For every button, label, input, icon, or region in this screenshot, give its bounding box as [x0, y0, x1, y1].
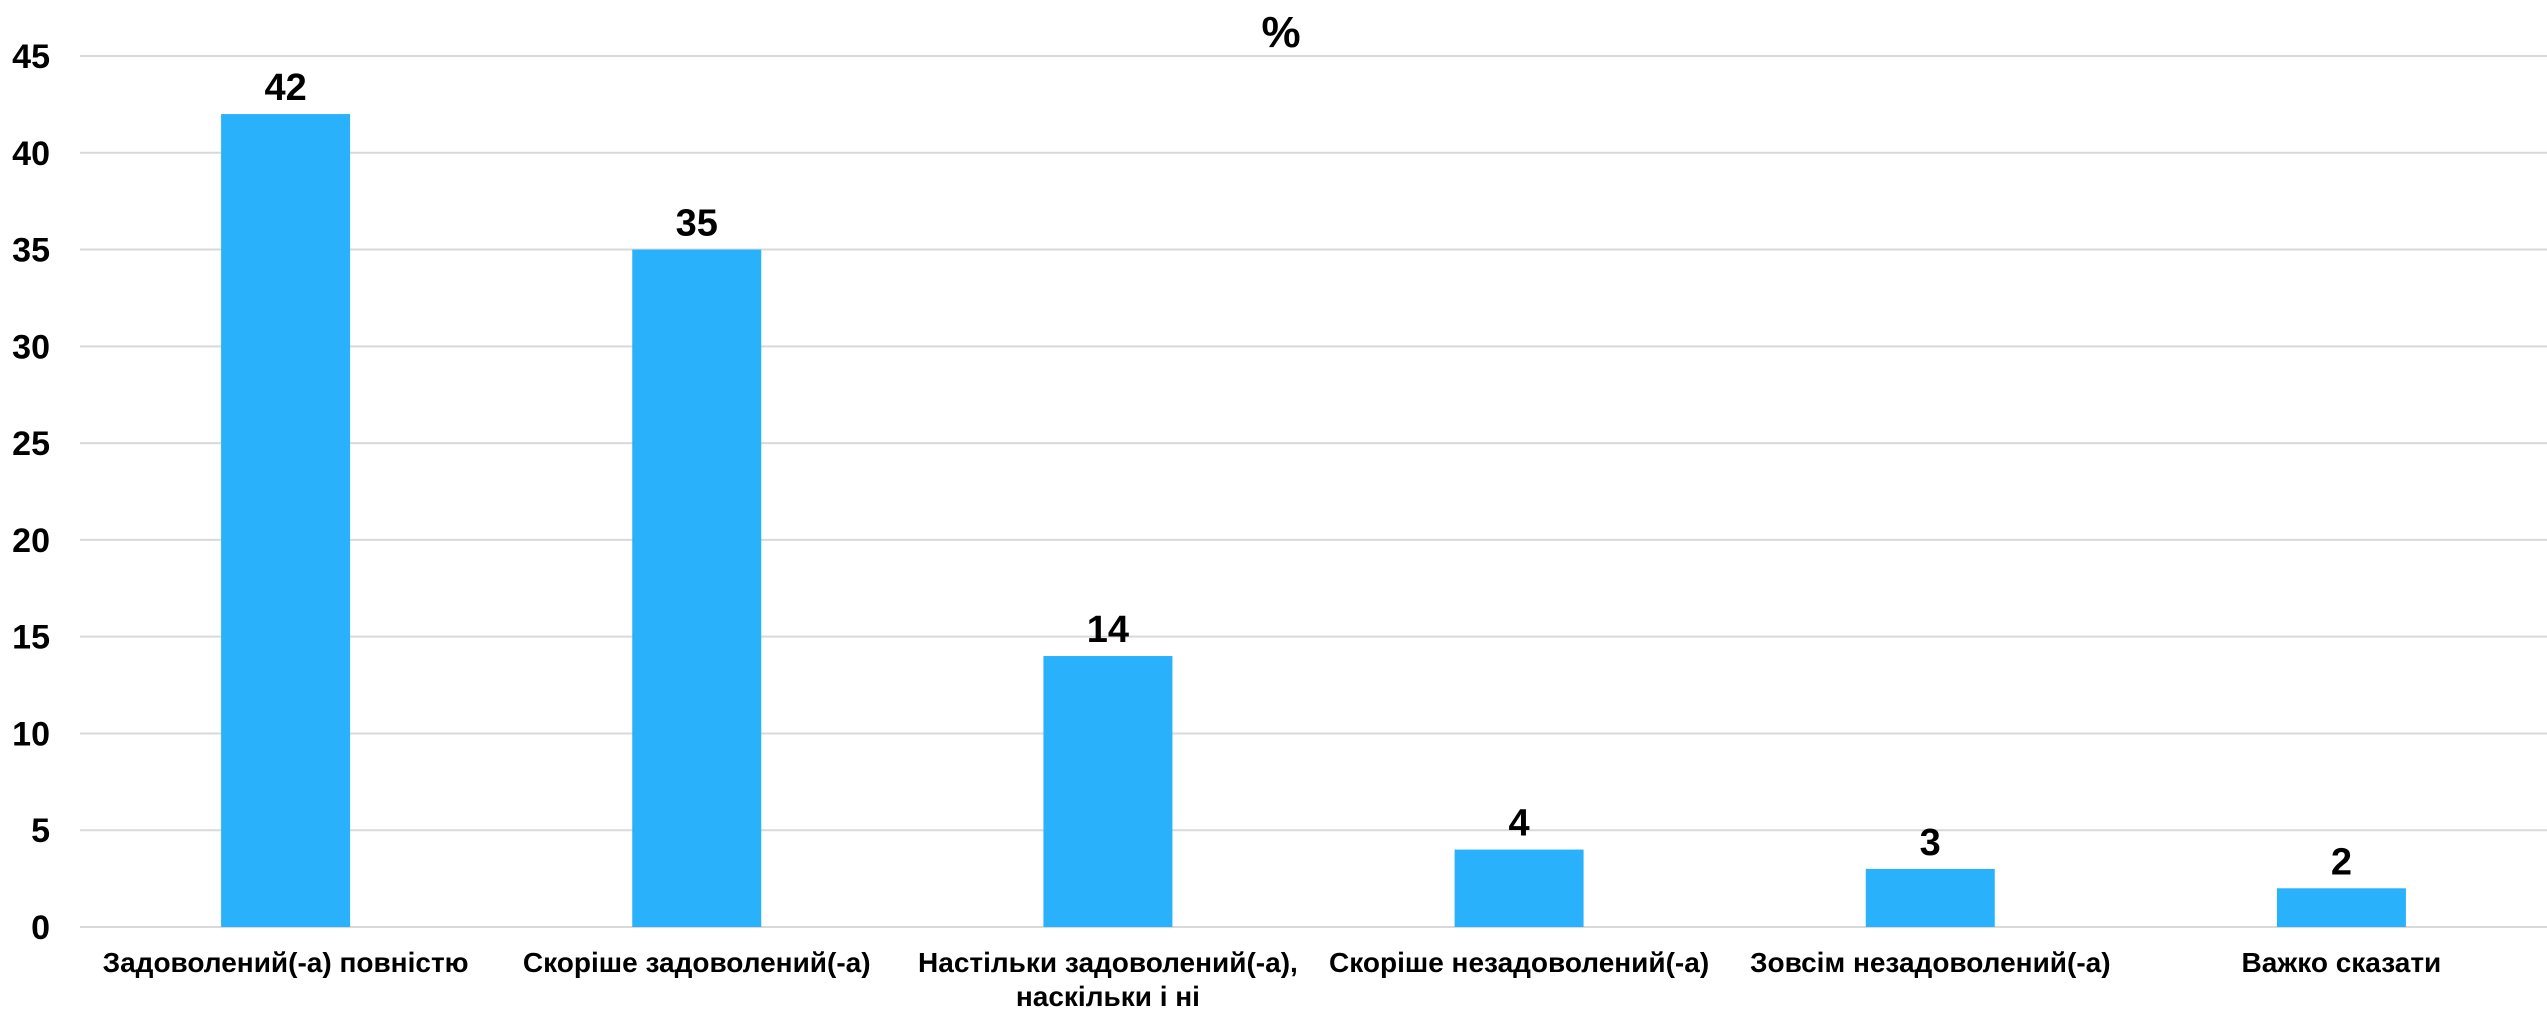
chart-title: % [1261, 8, 1300, 57]
category-label: наскільки і ні [1016, 981, 1200, 1011]
data-label: 3 [1920, 822, 1941, 864]
data-label: 42 [264, 67, 306, 109]
y-tick-label: 5 [31, 812, 50, 850]
y-tick-label: 30 [12, 328, 50, 366]
category-label: Настільки задоволений(-а), [918, 947, 1298, 978]
bar [221, 114, 351, 928]
bar [632, 249, 762, 928]
category-label: Задоволений(-а) повністю [103, 947, 469, 978]
gridlines [80, 55, 2547, 928]
y-tick-label: 35 [12, 232, 50, 270]
data-labels: 42 35 14 4 3 2 [264, 67, 2352, 883]
bar [1454, 849, 1584, 927]
y-axis-tick-labels: 0 5 10 15 20 25 30 35 40 45 [12, 38, 50, 947]
y-tick-label: 0 [31, 909, 50, 947]
y-tick-label: 45 [12, 38, 50, 76]
data-label: 35 [676, 203, 718, 245]
y-tick-label: 20 [12, 522, 50, 560]
data-label: 4 [1509, 803, 1530, 845]
bars [221, 114, 2406, 928]
x-axis-category-labels: Задоволений(-а) повністю Скоріше задоволе… [103, 947, 2442, 1011]
bar [1043, 656, 1173, 927]
category-label: Зовсім незадоволений(-а) [1750, 947, 2111, 978]
y-tick-label: 15 [12, 619, 50, 657]
data-label: 14 [1087, 609, 1129, 651]
category-label: Важко сказати [2242, 947, 2442, 978]
y-tick-label: 25 [12, 425, 50, 463]
y-tick-label: 40 [12, 135, 50, 173]
bar [1865, 868, 1995, 927]
category-label: Скоріше незадоволений(-а) [1329, 947, 1709, 978]
y-tick-label: 10 [12, 715, 50, 753]
category-label: Скоріше задоволений(-а) [523, 947, 871, 978]
bar [2276, 888, 2406, 927]
data-label: 2 [2331, 841, 2352, 883]
